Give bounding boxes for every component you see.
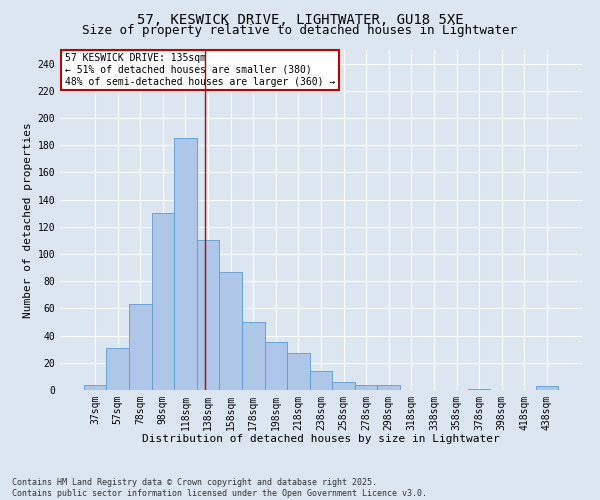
Bar — [468, 388, 490, 390]
Bar — [129, 304, 152, 390]
Bar — [310, 371, 332, 390]
Bar — [242, 322, 265, 390]
Bar — [355, 384, 377, 390]
Bar — [536, 386, 558, 390]
Y-axis label: Number of detached properties: Number of detached properties — [23, 122, 34, 318]
Bar — [220, 272, 242, 390]
Text: Contains HM Land Registry data © Crown copyright and database right 2025.
Contai: Contains HM Land Registry data © Crown c… — [12, 478, 427, 498]
Bar — [377, 384, 400, 390]
Text: Size of property relative to detached houses in Lightwater: Size of property relative to detached ho… — [83, 24, 517, 37]
Bar — [265, 342, 287, 390]
Bar — [197, 240, 220, 390]
Bar — [174, 138, 197, 390]
Text: 57 KESWICK DRIVE: 135sqm
← 51% of detached houses are smaller (380)
48% of semi-: 57 KESWICK DRIVE: 135sqm ← 51% of detach… — [65, 54, 335, 86]
Bar — [84, 384, 106, 390]
Bar — [106, 348, 129, 390]
X-axis label: Distribution of detached houses by size in Lightwater: Distribution of detached houses by size … — [142, 434, 500, 444]
Bar — [152, 213, 174, 390]
Bar — [332, 382, 355, 390]
Bar — [287, 354, 310, 390]
Text: 57, KESWICK DRIVE, LIGHTWATER, GU18 5XE: 57, KESWICK DRIVE, LIGHTWATER, GU18 5XE — [137, 12, 463, 26]
